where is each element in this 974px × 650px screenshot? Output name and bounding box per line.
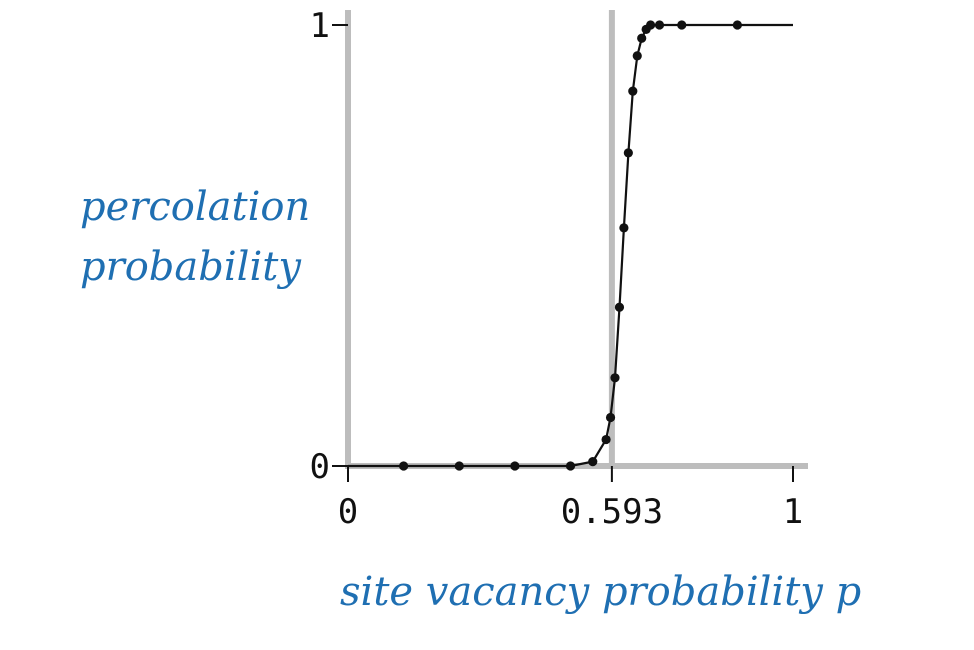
- data-point: [605, 412, 616, 423]
- data-point: [654, 20, 665, 30]
- data-point: [677, 20, 687, 30]
- x-tick-label-1: 0.593: [561, 492, 663, 532]
- axis-tick-labels: 0 0.593 1 0 1: [310, 6, 804, 532]
- y-tick-label-0: 0: [310, 447, 330, 487]
- x-tick-label-2: 1: [783, 492, 803, 532]
- y-axis-title-line-2: probability: [80, 244, 302, 290]
- data-point: [399, 461, 409, 471]
- data-point: [632, 51, 642, 61]
- data-point: [628, 86, 638, 96]
- x-axis-title: site vacancy probability p: [340, 569, 861, 615]
- axis-ticks: [332, 24, 794, 482]
- data-point: [614, 302, 625, 312]
- data-point: [619, 223, 629, 233]
- y-tick-label-1: 1: [310, 6, 330, 46]
- data-point: [565, 461, 576, 471]
- percolation-curve: [348, 23, 793, 468]
- data-point: [454, 461, 464, 471]
- data-point: [510, 461, 520, 471]
- data-points: [399, 20, 742, 471]
- data-point: [610, 373, 620, 383]
- data-point: [623, 148, 633, 158]
- data-point: [588, 456, 598, 467]
- data-point: [637, 33, 647, 43]
- y-axis-title-line-1: percolation: [80, 184, 310, 230]
- x-tick-label-0: 0: [338, 492, 358, 532]
- data-point: [646, 20, 656, 30]
- data-point: [601, 434, 611, 445]
- data-point: [732, 20, 742, 30]
